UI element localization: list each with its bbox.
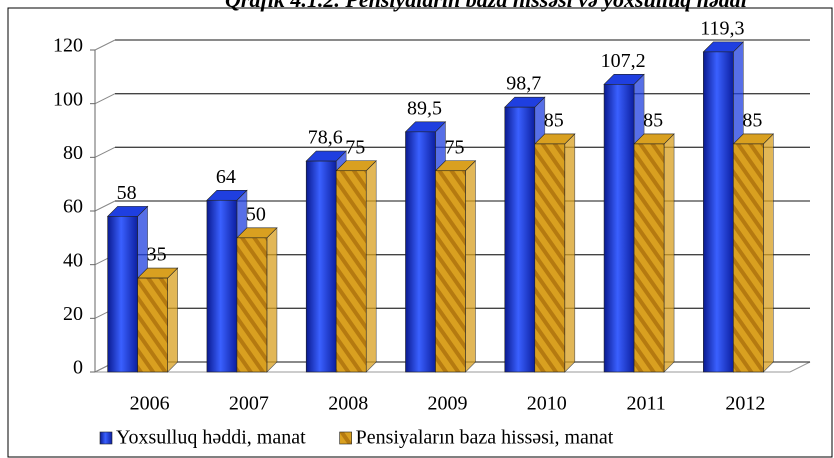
x-tick-label: 2008 — [328, 393, 368, 415]
bar — [107, 216, 138, 373]
legend-label: Yoxsulluq həddi, manat — [116, 427, 306, 449]
bar — [703, 51, 734, 373]
data-label: 35 — [147, 244, 167, 266]
data-label: 107,2 — [601, 50, 646, 72]
data-label: 50 — [246, 203, 266, 225]
bar — [435, 170, 466, 373]
grid-line-side — [94, 93, 116, 105]
bar-side — [167, 267, 178, 373]
x-tick-label: 2006 — [130, 393, 170, 415]
frame — [7, 7, 833, 458]
bar — [733, 143, 764, 373]
bar — [305, 160, 337, 373]
x-tick-label: 2012 — [725, 393, 765, 415]
bar-side — [663, 133, 675, 373]
bar-side — [564, 133, 576, 373]
data-label: 58 — [117, 182, 137, 204]
data-label: 98,7 — [506, 73, 541, 95]
bar — [236, 237, 268, 373]
legend-swatch — [339, 431, 352, 445]
bar — [137, 277, 168, 373]
data-label: 85 — [742, 110, 762, 132]
data-label: 89,5 — [407, 97, 442, 119]
data-label: 75 — [345, 136, 365, 158]
x-tick-label: 2007 — [229, 393, 269, 415]
grid-line-side — [94, 200, 116, 212]
x-tick-label: 2011 — [626, 393, 665, 415]
y-tick-label: 60 — [63, 196, 83, 218]
y-tick-label: 40 — [63, 249, 83, 271]
bar-side — [465, 160, 476, 373]
bar-side — [266, 227, 278, 373]
grid-line-side — [94, 39, 116, 51]
bar — [405, 131, 436, 373]
y-tick-label: 0 — [73, 357, 83, 379]
grid-line-side — [94, 146, 116, 158]
data-label: 119,3 — [700, 17, 744, 39]
bar — [534, 143, 566, 373]
data-label: 75 — [445, 136, 465, 158]
x-tick-label: 2010 — [527, 393, 567, 415]
bar — [603, 84, 635, 373]
data-label: 85 — [643, 110, 663, 132]
bar — [504, 106, 536, 373]
y-tick-label: 80 — [63, 142, 83, 164]
y-tick-label: 100 — [53, 88, 83, 110]
y-tick-label: 120 — [53, 35, 83, 57]
data-label: 78,6 — [308, 127, 343, 149]
bar-side — [365, 160, 377, 373]
legend-swatch — [99, 431, 113, 445]
bar — [206, 199, 238, 373]
data-label: 64 — [216, 166, 236, 188]
chart-title: Qrafik 4.1.2. Pensiyaların baza hissəsi … — [225, 0, 748, 12]
bar — [633, 143, 665, 373]
legend-label: Pensiyaların baza hissəsi, manat — [356, 427, 614, 449]
y-tick-label: 20 — [63, 303, 83, 325]
data-label: 85 — [544, 110, 564, 132]
bar — [335, 170, 367, 373]
bar-side — [763, 133, 774, 373]
x-tick-label: 2009 — [428, 393, 468, 415]
